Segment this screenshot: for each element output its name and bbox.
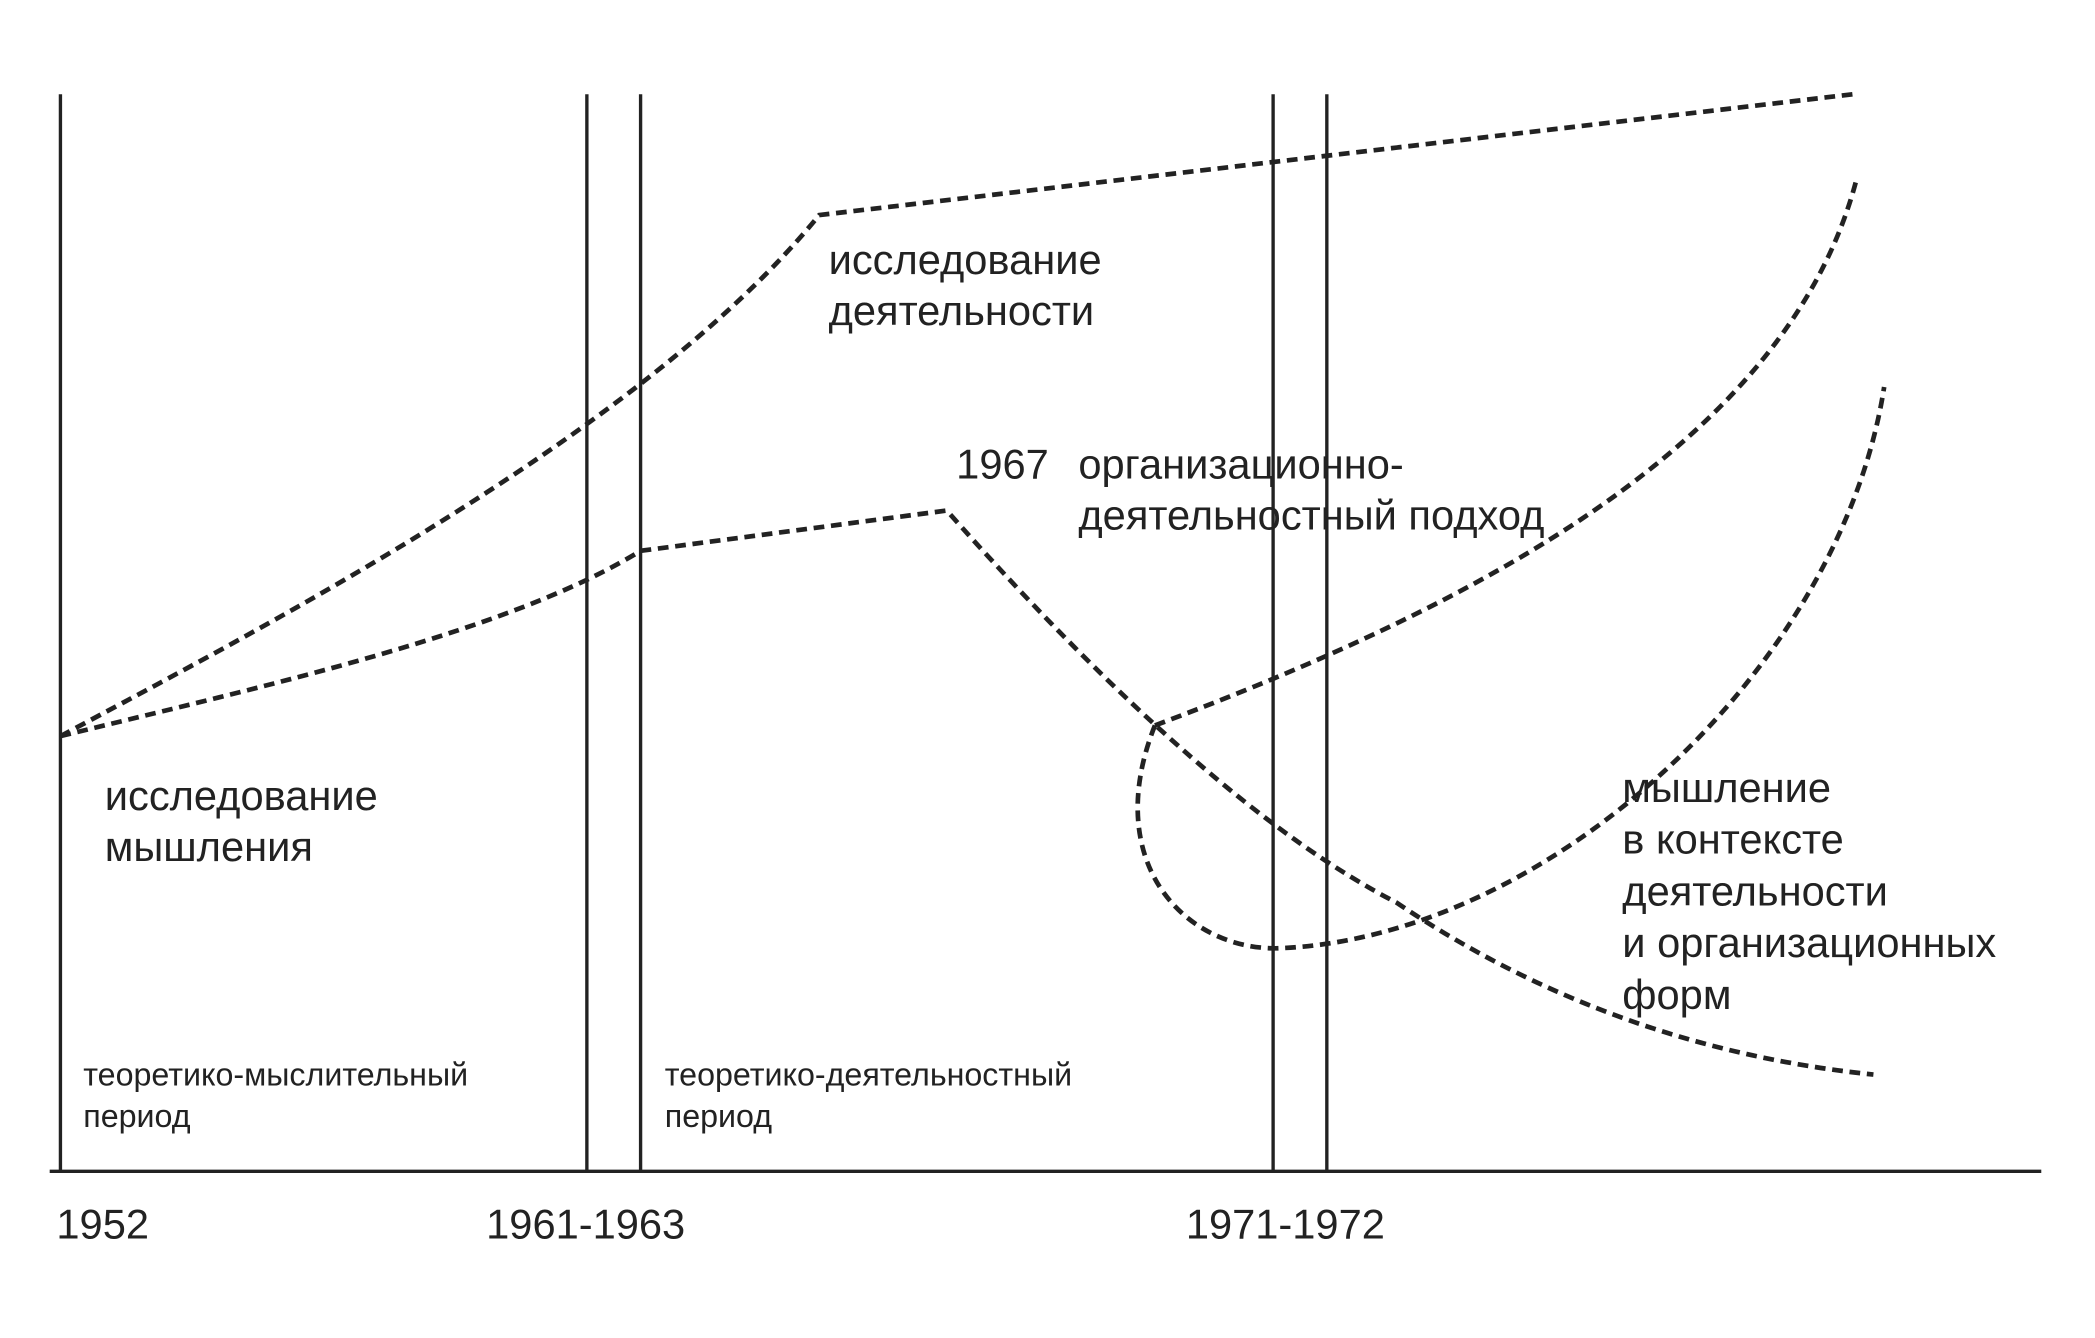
year-note: 1967 bbox=[956, 440, 1049, 487]
curve-label: мышление в контексте деятельности и организ… bbox=[1622, 764, 1996, 1018]
text-line: теоретико-мыслительный bbox=[83, 1056, 468, 1092]
activity-curve bbox=[59, 91, 1854, 739]
text-line: исследование bbox=[829, 236, 1102, 283]
curves bbox=[59, 91, 1887, 1077]
text-line: организационно- bbox=[1078, 440, 1403, 487]
text-line: в контексте bbox=[1622, 816, 1843, 863]
period-label: теоретико-мыслительный период bbox=[83, 1056, 468, 1134]
text-line: исследование bbox=[105, 772, 378, 819]
year-label: 1952 bbox=[56, 1200, 149, 1247]
text-line: период bbox=[83, 1098, 190, 1134]
text-line: и организационных bbox=[1622, 919, 1996, 966]
text-line: деятельности bbox=[829, 287, 1095, 334]
period-label: теоретико-деятельностный период bbox=[665, 1056, 1072, 1134]
curve-label: исследование деятельности bbox=[829, 236, 1102, 334]
year-label: 1961-1963 bbox=[486, 1200, 685, 1247]
text-line: период bbox=[665, 1098, 772, 1134]
text-line: деятельностный подход bbox=[1078, 491, 1544, 538]
text-line: мышления bbox=[105, 823, 313, 870]
curve-label: исследование мышления bbox=[105, 772, 378, 870]
thinking-curve bbox=[59, 508, 1874, 1077]
text-line: деятельности bbox=[1622, 867, 1888, 914]
text-line: теоретико-деятельностный bbox=[665, 1056, 1072, 1092]
text-line: форм bbox=[1622, 971, 1731, 1018]
curve-label: организационно-деятельностный подход bbox=[1078, 440, 1544, 538]
frame-lines bbox=[49, 94, 2042, 1173]
year-label: 1971-1972 bbox=[1186, 1200, 1385, 1247]
context-curve bbox=[1135, 386, 1887, 951]
text-line: мышление bbox=[1622, 764, 1831, 811]
org-curve bbox=[1154, 180, 1859, 728]
